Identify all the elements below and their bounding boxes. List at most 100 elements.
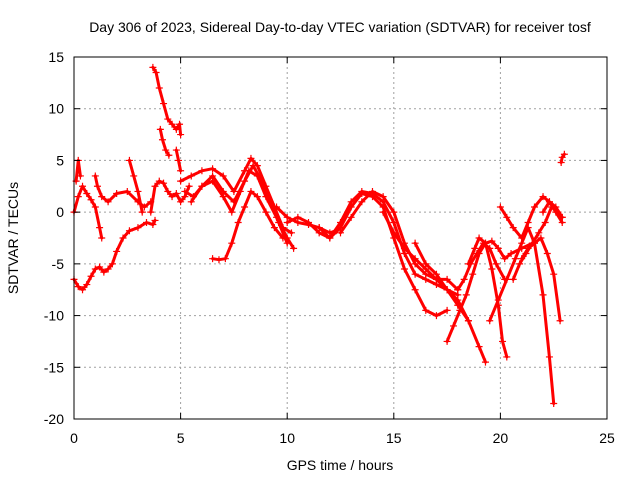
data-point [422,306,430,314]
data-point [79,182,87,190]
data-point [164,187,172,195]
data-point [221,255,229,263]
data-point [287,229,295,237]
data-point [215,256,223,264]
plot-frame [73,56,608,420]
series-line [488,226,556,405]
data-point [411,286,419,294]
data-point [155,84,163,92]
data-point [164,115,172,123]
data-point [432,270,440,278]
data-point [181,187,189,195]
data-point [294,213,302,221]
series-line [127,158,144,214]
data-point [503,275,511,283]
data-point [509,275,517,283]
series-line [541,200,564,219]
data-point [456,306,464,314]
data-point [93,182,101,190]
data-point [104,198,112,206]
series-track-6 [147,177,193,216]
data-point [524,218,532,226]
data-point [379,193,387,201]
data-point [560,150,568,158]
data-point [507,250,515,258]
data-point [113,247,121,255]
series-line [72,218,157,292]
data-point [228,239,236,247]
series-track-12 [187,167,298,252]
data-point [149,221,157,229]
x-tick-label: 0 [70,430,78,446]
data-point [270,224,278,232]
data-point [473,250,481,258]
series-line [149,179,191,214]
data-point [149,63,157,71]
data-point [174,156,182,164]
data-point [177,177,185,185]
data-point [539,291,547,299]
x-tick-label: 5 [177,430,185,446]
data-point [147,208,155,216]
data-point [162,146,170,154]
series-track-1 [70,182,106,242]
data-point [198,182,206,190]
data-point [241,203,249,211]
data-point [172,146,180,154]
data-point [400,265,408,273]
data-point [358,198,366,206]
data-point [228,208,236,216]
data-point [454,286,462,294]
data-point [326,234,334,242]
data-point [443,306,451,314]
series-track-8 [156,125,173,159]
data-point [185,182,193,190]
series-track-3 [70,216,159,294]
data-point [524,244,532,252]
data-point [253,172,261,180]
x-axis-label: GPS time / hours [287,457,394,473]
data-point [74,193,82,201]
data-point [443,275,451,283]
series-track-27 [539,198,566,221]
data-point [496,203,504,211]
series-track-21 [454,239,509,294]
data-point [481,358,489,366]
data-point [98,193,106,201]
x-tick-label: 25 [599,430,615,446]
data-point [177,131,185,139]
y-tick-label: -20 [44,411,64,427]
data-point [83,190,91,198]
series-track-13 [209,187,287,264]
data-point [539,193,547,201]
data-point [552,203,560,211]
data-point [545,353,553,361]
data-point [209,255,217,263]
grid [74,57,607,419]
data-point [247,187,255,195]
data-point [176,120,184,128]
series-line [158,127,171,157]
series-line [317,190,460,297]
data-point [411,239,419,247]
data-point [443,286,451,294]
data-point [557,158,565,166]
data-point [475,343,483,351]
data-point [516,260,524,268]
data-point [209,165,217,173]
series-line [72,184,104,240]
series-track-26 [518,234,564,325]
data-point [87,196,95,204]
series-layer [70,63,568,407]
data-point [172,190,180,198]
data-point [390,229,398,237]
data-point [531,239,539,247]
data-point [499,337,507,345]
data-point [347,213,355,221]
data-point [509,224,517,232]
data-point [347,198,355,206]
series-track-5 [125,156,146,216]
data-point [177,167,185,175]
series-track-15 [283,190,451,320]
data-point [96,263,104,271]
